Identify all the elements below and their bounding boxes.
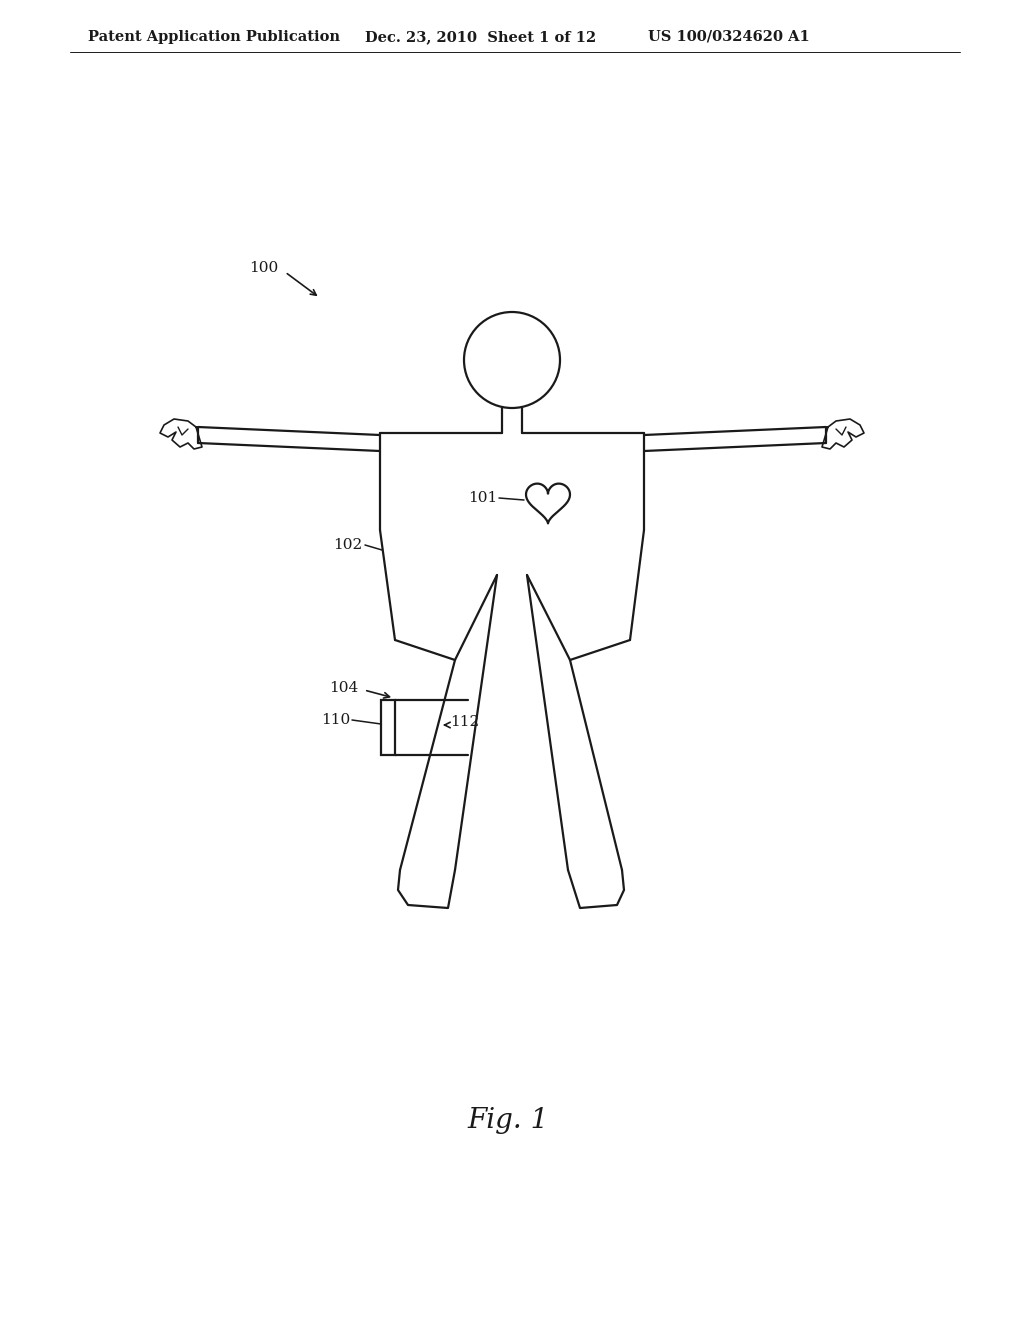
Bar xyxy=(381,700,395,755)
Text: 102: 102 xyxy=(333,539,362,552)
Text: 100: 100 xyxy=(249,261,278,275)
Text: Fig. 1: Fig. 1 xyxy=(467,1106,549,1134)
Text: US 100/0324620 A1: US 100/0324620 A1 xyxy=(648,30,810,44)
Text: 110: 110 xyxy=(321,713,350,727)
Text: 104: 104 xyxy=(329,681,358,696)
Text: 112: 112 xyxy=(450,715,479,729)
Text: Patent Application Publication: Patent Application Publication xyxy=(88,30,340,44)
Text: 101: 101 xyxy=(468,491,497,506)
Text: Dec. 23, 2010  Sheet 1 of 12: Dec. 23, 2010 Sheet 1 of 12 xyxy=(365,30,596,44)
